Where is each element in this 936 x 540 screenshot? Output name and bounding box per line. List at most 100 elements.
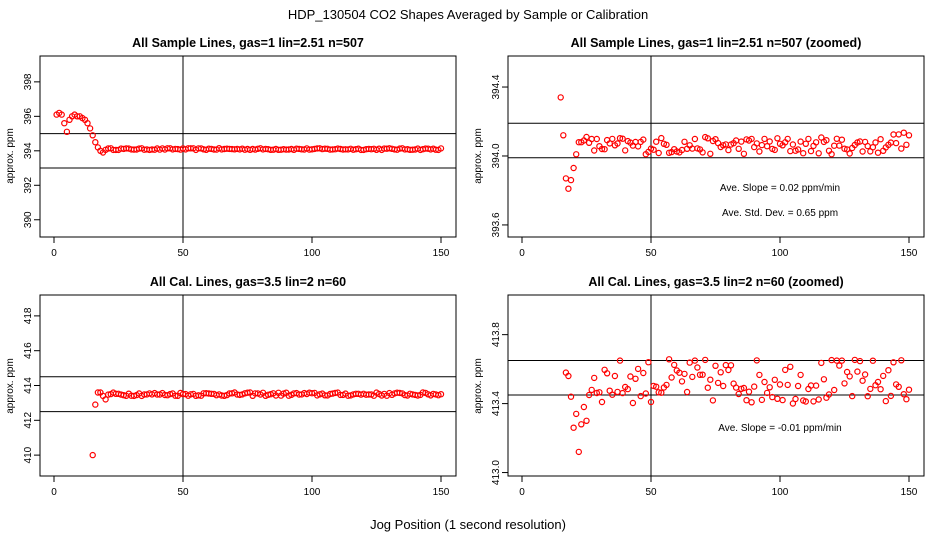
data-point xyxy=(681,138,688,145)
data-point xyxy=(738,138,745,145)
data-point xyxy=(686,359,693,366)
data-point xyxy=(735,390,742,398)
data-point xyxy=(588,386,595,394)
data-point xyxy=(562,175,570,182)
data-point xyxy=(890,131,897,138)
panel-ylabel: approx. ppm xyxy=(5,358,16,414)
data-point xyxy=(859,148,866,155)
data-point xyxy=(856,357,864,365)
data-point xyxy=(596,389,603,396)
x-tick-label: 50 xyxy=(645,487,657,498)
data-point xyxy=(877,386,884,393)
data-point xyxy=(609,135,616,143)
data-point xyxy=(655,149,662,157)
y-tick-label: 394 xyxy=(23,142,34,159)
data-point xyxy=(172,392,179,399)
data-point xyxy=(725,366,732,374)
data-point xyxy=(619,389,626,397)
data-point xyxy=(567,176,575,184)
data-point xyxy=(689,373,696,381)
data-point xyxy=(614,140,621,147)
y-tick-label: 416 xyxy=(23,342,34,359)
panel-title: All Cal. Lines, gas=3.5 lin=2 n=60 xyxy=(150,275,346,289)
data-point xyxy=(102,396,109,403)
data-point xyxy=(774,395,781,402)
data-point xyxy=(84,119,91,127)
data-point xyxy=(86,125,94,132)
x-tick-label: 150 xyxy=(901,487,918,498)
data-point xyxy=(800,149,807,157)
panel-sample-lines-zoomed: All Sample Lines, gas=1 lin=2.51 n=507 (… xyxy=(473,36,925,259)
data-point xyxy=(771,146,779,154)
data-point xyxy=(774,135,781,142)
data-point xyxy=(864,393,871,400)
data-point xyxy=(663,141,670,148)
data-point xyxy=(825,391,833,398)
data-point xyxy=(763,389,771,397)
plot-frame xyxy=(39,294,457,477)
data-point xyxy=(900,391,908,398)
data-point xyxy=(598,398,606,406)
data-point xyxy=(743,397,750,404)
data-point xyxy=(665,356,673,363)
x-tick-label: 100 xyxy=(304,248,321,259)
data-point xyxy=(647,398,655,406)
x-tick-label: 150 xyxy=(901,248,918,259)
data-point xyxy=(61,119,68,127)
data-point xyxy=(895,383,902,390)
data-point xyxy=(712,362,719,369)
x-tick-label: 0 xyxy=(519,487,525,498)
data-point xyxy=(580,403,588,411)
data-point xyxy=(570,164,577,172)
data-point xyxy=(727,362,735,369)
data-point xyxy=(820,376,828,383)
data-point xyxy=(810,398,817,405)
data-point xyxy=(787,147,794,155)
data-point xyxy=(869,143,877,151)
data-point xyxy=(640,369,647,377)
data-point xyxy=(609,391,616,398)
data-point xyxy=(779,396,786,404)
data-point xyxy=(751,383,758,390)
data-point xyxy=(766,384,773,391)
data-point xyxy=(841,380,848,387)
data-point xyxy=(818,359,825,367)
data-point xyxy=(658,134,665,142)
data-point xyxy=(720,382,727,390)
data-point xyxy=(903,396,910,403)
y-tick-label: 413.0 xyxy=(491,460,502,485)
data-point xyxy=(557,94,564,101)
panel-ylabel: approx. ppm xyxy=(5,128,16,184)
data-point xyxy=(573,151,580,158)
data-point xyxy=(588,135,595,143)
panel-title: All Cal. Lines, gas=3.5 lin=2 n=60 (zoom… xyxy=(588,275,843,289)
data-point xyxy=(898,357,905,364)
data-point xyxy=(735,145,742,152)
x-tick-label: 150 xyxy=(433,487,450,498)
data-point xyxy=(709,397,717,404)
panel-cal-lines: All Cal. Lines, gas=3.5 lin=2 n=60 appro… xyxy=(5,275,457,498)
y-tick-label: 414 xyxy=(23,377,34,394)
figure-xlabel: Jog Position (1 second resolution) xyxy=(370,517,566,532)
data-point xyxy=(634,143,642,150)
data-point xyxy=(782,366,789,374)
data-point xyxy=(244,389,251,396)
data-point xyxy=(789,141,797,148)
panel-cal-lines-zoomed: All Cal. Lines, gas=3.5 lin=2 n=60 (zoom… xyxy=(473,275,925,498)
data-point xyxy=(898,145,905,152)
data-point xyxy=(683,388,691,396)
data-point xyxy=(560,132,567,139)
data-point xyxy=(895,131,902,138)
data-point xyxy=(593,389,601,397)
data-point xyxy=(104,391,112,398)
data-point xyxy=(89,451,96,459)
data-point xyxy=(874,378,882,386)
data-point xyxy=(892,139,900,147)
data-point xyxy=(740,384,748,392)
data-point xyxy=(789,400,797,407)
x-tick-label: 100 xyxy=(772,248,789,259)
data-point xyxy=(887,392,895,400)
y-tick-label: 413.4 xyxy=(491,391,502,416)
panel-ylabel: approx. ppm xyxy=(473,128,484,184)
